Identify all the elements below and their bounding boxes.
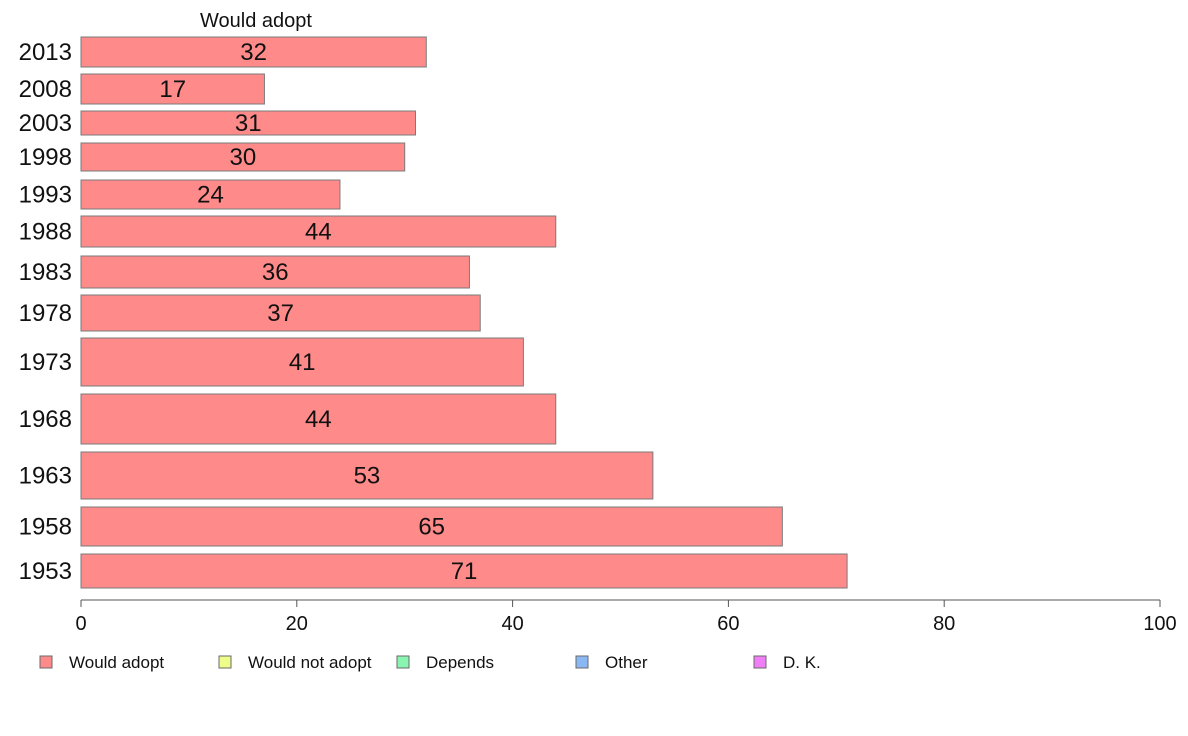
category-label-1993: 1993	[19, 182, 72, 209]
category-label-2008: 2008	[19, 76, 72, 103]
bar-1993	[80, 179, 341, 210]
x-tick-label-0: 0	[75, 613, 86, 635]
data-label-2008: 17	[159, 76, 186, 103]
x-tick-label-40: 40	[501, 613, 523, 635]
data-label-1983: 36	[262, 259, 289, 286]
series-title: Would adopt	[200, 10, 312, 32]
legend-swatch-would-not-adopt	[218, 655, 232, 669]
data-label-1988: 44	[305, 219, 332, 246]
bar-1968	[80, 393, 557, 445]
x-tick-label-100: 100	[1143, 613, 1176, 635]
data-label-1993: 24	[197, 182, 224, 209]
category-label-1953: 1953	[19, 558, 72, 585]
x-tick-label-20: 20	[286, 613, 308, 635]
legend: Would adopt Would not adopt Depends Other D.…	[39, 653, 821, 672]
legend-label-would-not-adopt: Would not adopt	[248, 653, 372, 672]
bar-1963	[80, 451, 654, 500]
data-label-1973: 41	[289, 349, 316, 376]
data-label-1958: 65	[418, 514, 445, 541]
legend-swatch-would-adopt	[39, 655, 53, 669]
category-label-1998: 1998	[19, 144, 72, 171]
bar-2003	[80, 110, 416, 136]
bar-1958	[80, 506, 783, 547]
data-label-1978: 37	[267, 300, 294, 327]
category-label-1963: 1963	[19, 463, 72, 490]
data-label-2013: 32	[240, 39, 267, 66]
legend-label-other: Other	[605, 653, 648, 672]
x-axis: 0 20 40 60 80 100	[75, 599, 1177, 635]
bar-1983	[80, 255, 470, 289]
category-label-1958: 1958	[19, 514, 72, 541]
category-label-2013: 2013	[19, 39, 72, 66]
bar-group: 32 2013 17 2008 31 2003 30 1998 24 1993 44 1988 36 19…	[19, 36, 848, 589]
category-label-1983: 1983	[19, 259, 72, 286]
category-label-1973: 1973	[19, 349, 72, 376]
bar-1998	[80, 142, 406, 172]
legend-label-depends: Depends	[426, 653, 494, 672]
bar-1978	[80, 294, 481, 332]
data-label-2003: 31	[235, 110, 262, 137]
legend-swatch-other	[575, 655, 589, 669]
data-label-1963: 53	[354, 463, 381, 490]
category-label-2003: 2003	[19, 110, 72, 137]
bar-2008	[80, 73, 265, 105]
bar-1988	[80, 215, 557, 248]
x-tick-label-80: 80	[933, 613, 955, 635]
bar-2013	[80, 36, 427, 68]
legend-label-would-adopt: Would adopt	[69, 653, 164, 672]
category-label-1978: 1978	[19, 300, 72, 327]
data-label-1968: 44	[305, 406, 332, 433]
bar-1973	[80, 337, 524, 387]
legend-label-d-k: D. K.	[783, 653, 821, 672]
category-label-1988: 1988	[19, 219, 72, 246]
legend-swatch-depends	[396, 655, 410, 669]
bar-1953	[80, 553, 848, 589]
data-label-1953: 71	[451, 558, 478, 585]
category-label-1968: 1968	[19, 406, 72, 433]
data-label-1998: 30	[229, 144, 256, 171]
x-tick-label-60: 60	[717, 613, 739, 635]
legend-swatch-d-k	[753, 655, 767, 669]
